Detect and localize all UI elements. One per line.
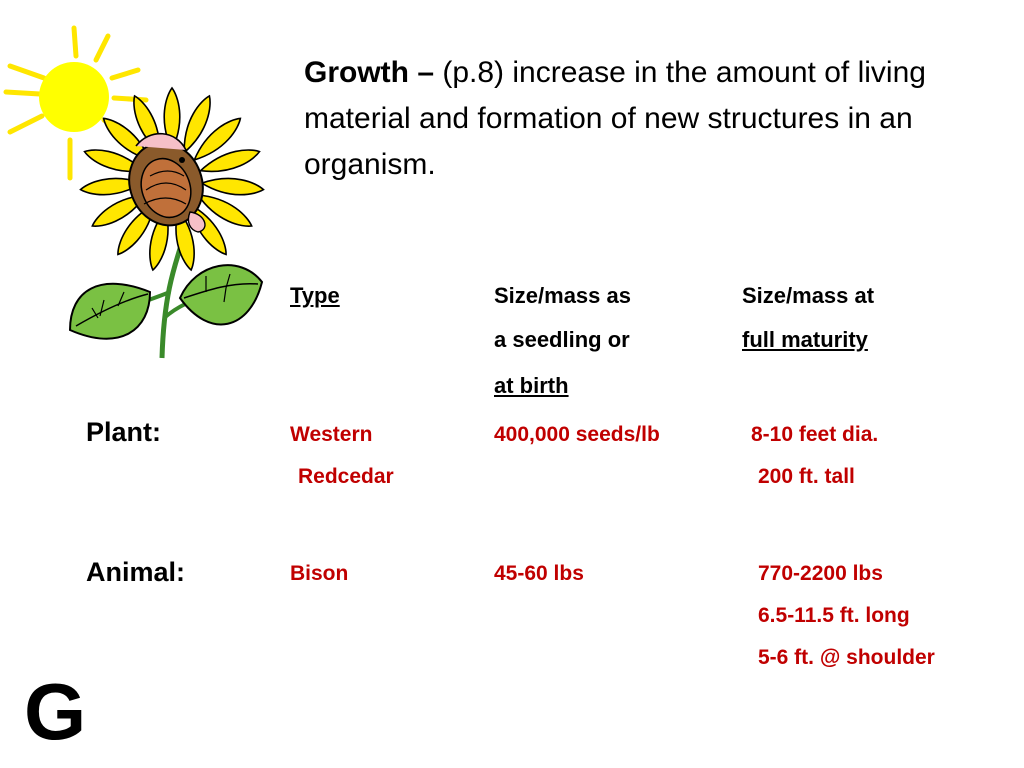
definition-text: (p.8) increase in the amount of living m… — [304, 56, 926, 181]
header-maturity-line2: full maturity — [742, 327, 868, 352]
header-maturity-line1: Size/mass at — [742, 283, 875, 308]
sunflower-center-icon — [128, 132, 206, 233]
header-seedling-line3: at birth — [494, 373, 569, 398]
corner-letter: G — [24, 667, 87, 756]
sunflower-petals-icon — [79, 86, 265, 272]
plant-maturity-line2: 200 ft. tall — [758, 465, 855, 488]
growth-definition: Growth – (p.8) increase in the amount of… — [304, 50, 944, 188]
plant-type-line1: Western — [290, 423, 373, 446]
header-seedling-line2: a seedling or — [494, 327, 630, 352]
row-label-animal: Animal: — [86, 557, 186, 587]
animal-maturity-line3: 5-6 ft. @ shoulder — [758, 646, 935, 669]
animal-seedling-size: 45-60 lbs — [494, 562, 584, 585]
leaf-icon — [178, 264, 264, 326]
header-type: Type — [290, 283, 340, 308]
animal-type: Bison — [290, 562, 349, 585]
header-seedling-line1: Size/mass as — [494, 283, 631, 308]
plant-seedling-size: 400,000 seeds/lb — [494, 423, 660, 446]
sunflower-and-sun-icon — [3, 25, 265, 359]
animal-maturity-line1: 770-2200 lbs — [758, 562, 883, 585]
row-label-plant: Plant: — [86, 417, 162, 447]
sun-icon — [3, 25, 149, 181]
plant-maturity-line1: 8-10 feet dia. — [751, 423, 879, 446]
definition-term: Growth – — [304, 56, 435, 89]
plant-type-line2: Redcedar — [298, 465, 394, 488]
leaf-icon — [68, 282, 152, 340]
animal-maturity-line2: 6.5-11.5 ft. long — [758, 604, 910, 627]
